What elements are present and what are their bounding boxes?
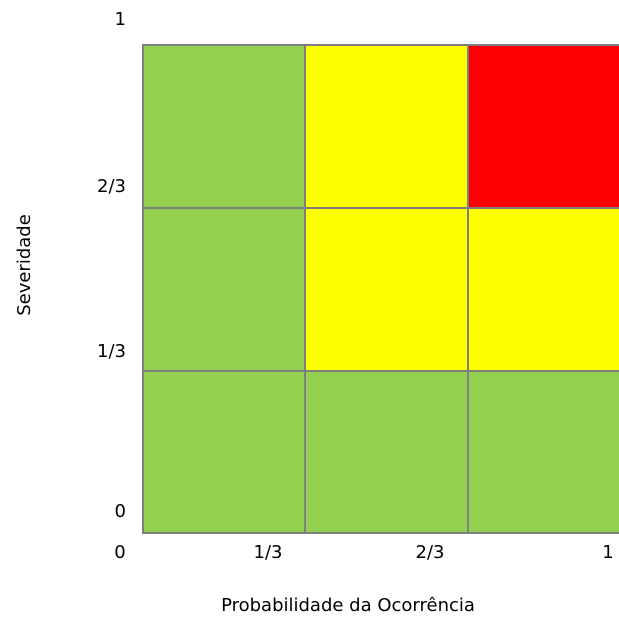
y-tick-label: 1	[115, 9, 126, 30]
risk-cell	[467, 44, 619, 209]
risk-cell	[142, 207, 306, 372]
x-tick-label: 0	[114, 542, 125, 563]
risk-cell	[467, 370, 619, 534]
y-tick-label: 0	[115, 501, 126, 522]
risk-cell	[467, 207, 619, 372]
y-axis-label: Severidade	[14, 214, 35, 316]
risk-cell	[304, 370, 469, 534]
risk-cell	[304, 207, 469, 372]
x-tick-label: 1	[602, 542, 613, 563]
x-tick-label: 1/3	[254, 542, 283, 563]
x-tick-label: 2/3	[416, 542, 445, 563]
y-tick-label: 1/3	[97, 341, 126, 362]
risk-cell	[142, 44, 306, 209]
y-tick-label: 2/3	[97, 176, 126, 197]
risk-cell	[142, 370, 306, 534]
x-axis-label: Probabilidade da Ocorrência	[221, 595, 475, 616]
risk-cell	[304, 44, 469, 209]
